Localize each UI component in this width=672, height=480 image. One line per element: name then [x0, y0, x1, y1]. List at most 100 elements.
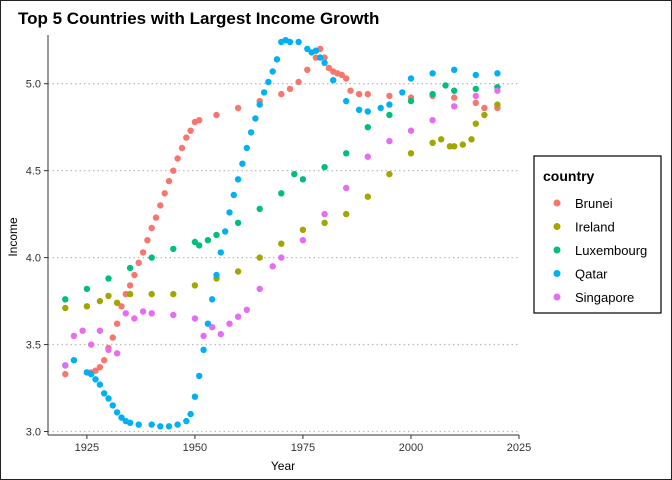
point-singapore-30 — [472, 92, 479, 100]
point-ireland-26 — [481, 111, 488, 119]
point-ireland-27 — [494, 101, 501, 108]
point-luxembourg-7 — [196, 242, 203, 249]
point-singapore-13 — [200, 332, 207, 340]
point-qatar-57 — [429, 70, 436, 77]
point-singapore-2 — [79, 327, 86, 334]
point-qatar-56 — [407, 75, 415, 82]
point-qatar-22 — [200, 346, 207, 353]
point-brunei-44 — [355, 90, 363, 98]
point-luxembourg-18 — [386, 111, 393, 119]
legend-items: Brunei Ireland Luxembourg Qatar Singapore — [553, 196, 647, 305]
point-ireland-1 — [83, 303, 91, 310]
y-tick-label-2: 4.0 — [26, 253, 41, 265]
point-qatar-23 — [204, 320, 212, 327]
point-brunei-51 — [481, 104, 488, 112]
legend-key-singapore — [553, 293, 561, 301]
point-qatar-60 — [494, 70, 501, 77]
legend-key-qatar — [553, 270, 561, 277]
x-tick-label-0: 1925 — [75, 442, 99, 454]
point-luxembourg-1 — [83, 285, 91, 293]
point-singapore-28 — [429, 117, 436, 124]
point-singapore-29 — [451, 103, 458, 110]
point-brunei-22 — [174, 155, 181, 162]
point-singapore-11 — [170, 311, 177, 319]
point-luxembourg-22 — [451, 87, 458, 94]
point-brunei-11 — [126, 282, 134, 289]
point-qatar-1 — [70, 357, 78, 364]
point-singapore-1 — [70, 332, 78, 340]
point-brunei-7 — [109, 334, 117, 341]
point-luxembourg-4 — [148, 254, 155, 261]
point-luxembourg-0 — [62, 296, 69, 303]
point-brunei-50 — [472, 99, 479, 107]
point-qatar-21 — [196, 372, 203, 380]
point-luxembourg-9 — [213, 231, 220, 239]
point-brunei-21 — [170, 167, 177, 174]
point-singapore-21 — [278, 254, 285, 261]
point-brunei-28 — [213, 111, 220, 119]
y-tick-label-0: 3.0 — [26, 427, 41, 439]
point-qatar-31 — [239, 160, 246, 167]
legend-box — [533, 155, 662, 314]
point-qatar-59 — [472, 71, 479, 79]
legend-label-singapore: Singapore — [575, 290, 634, 305]
x-tick-label-2: 1975 — [291, 442, 315, 454]
legend-title: country — [543, 168, 595, 184]
y-axis-title: Income — [6, 217, 20, 257]
data-points — [62, 37, 501, 430]
point-ireland-10 — [234, 268, 242, 275]
point-brunei-31 — [278, 90, 285, 98]
point-brunei-12 — [131, 271, 138, 279]
point-ireland-11 — [256, 254, 263, 261]
point-brunei-19 — [161, 190, 168, 197]
legend-key-luxembourg — [553, 246, 561, 254]
point-ireland-4 — [113, 299, 121, 306]
point-qatar-16 — [165, 423, 173, 430]
point-ireland-18 — [407, 150, 415, 157]
point-qatar-13 — [135, 421, 142, 428]
point-qatar-53 — [377, 104, 384, 112]
point-qatar-38 — [269, 68, 276, 75]
legend-label-ireland: Ireland — [575, 220, 615, 235]
point-singapore-4 — [96, 327, 104, 334]
point-ireland-3 — [105, 292, 112, 300]
point-qatar-5 — [96, 381, 104, 388]
point-qatar-42 — [286, 38, 294, 46]
point-brunei-42 — [343, 75, 350, 82]
legend-key-brunei — [553, 199, 561, 207]
point-ireland-13 — [299, 226, 307, 233]
y-tick-label-4: 5.0 — [26, 79, 41, 91]
point-ireland-2 — [96, 297, 104, 305]
y-tick-label-1: 3.5 — [26, 340, 41, 352]
point-singapore-22 — [299, 237, 307, 244]
point-brunei-29 — [234, 104, 242, 112]
point-brunei-45 — [364, 90, 371, 98]
point-qatar-36 — [260, 89, 268, 96]
point-singapore-14 — [209, 324, 216, 331]
point-ireland-16 — [364, 193, 371, 200]
point-luxembourg-3 — [126, 264, 134, 272]
point-qatar-47 — [317, 54, 324, 61]
legend-label-qatar: Qatar — [575, 267, 608, 282]
point-brunei-27 — [196, 117, 203, 124]
point-brunei-4 — [96, 364, 104, 371]
point-luxembourg-2 — [105, 275, 112, 282]
point-qatar-35 — [256, 101, 263, 108]
point-brunei-5 — [101, 357, 108, 364]
point-qatar-32 — [243, 144, 250, 152]
point-brunei-46 — [386, 92, 393, 100]
legend-key-ireland — [553, 223, 561, 230]
point-ireland-5 — [126, 290, 134, 298]
point-singapore-31 — [494, 87, 501, 94]
point-ireland-14 — [321, 219, 328, 226]
point-singapore-25 — [364, 153, 371, 160]
point-brunei-23 — [178, 144, 186, 152]
point-ireland-24 — [468, 136, 475, 143]
x-tick-label-1: 1950 — [183, 442, 207, 454]
point-singapore-0 — [62, 362, 69, 369]
point-qatar-12 — [126, 419, 134, 426]
point-singapore-3 — [88, 341, 95, 348]
point-brunei-14 — [139, 249, 147, 256]
point-luxembourg-21 — [442, 82, 449, 89]
point-qatar-27 — [222, 228, 229, 235]
